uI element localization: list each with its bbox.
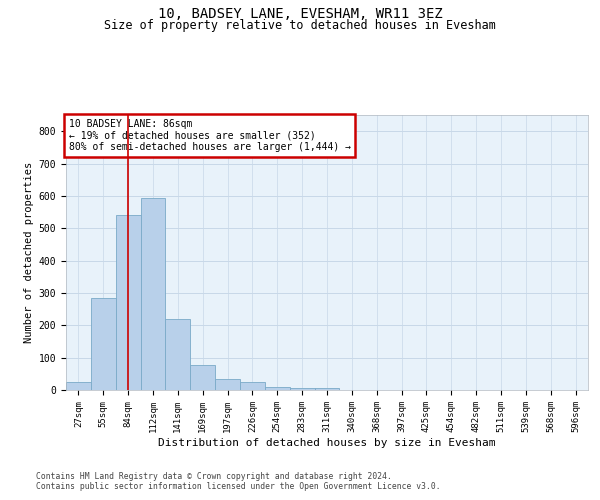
Text: Size of property relative to detached houses in Evesham: Size of property relative to detached ho… bbox=[104, 19, 496, 32]
Y-axis label: Number of detached properties: Number of detached properties bbox=[25, 162, 34, 343]
Bar bbox=[140, 198, 166, 390]
Bar bbox=[240, 382, 265, 390]
Text: Contains HM Land Registry data © Crown copyright and database right 2024.: Contains HM Land Registry data © Crown c… bbox=[36, 472, 392, 481]
Bar bbox=[66, 382, 91, 390]
Bar bbox=[290, 388, 314, 390]
Bar bbox=[116, 216, 140, 390]
Bar bbox=[314, 388, 340, 390]
Text: Contains public sector information licensed under the Open Government Licence v3: Contains public sector information licen… bbox=[36, 482, 440, 491]
Bar bbox=[265, 387, 290, 390]
X-axis label: Distribution of detached houses by size in Evesham: Distribution of detached houses by size … bbox=[158, 438, 496, 448]
Text: 10 BADSEY LANE: 86sqm
← 19% of detached houses are smaller (352)
80% of semi-det: 10 BADSEY LANE: 86sqm ← 19% of detached … bbox=[68, 119, 350, 152]
Text: 10, BADSEY LANE, EVESHAM, WR11 3EZ: 10, BADSEY LANE, EVESHAM, WR11 3EZ bbox=[158, 8, 442, 22]
Bar bbox=[190, 365, 215, 390]
Bar bbox=[91, 298, 116, 390]
Bar bbox=[166, 319, 190, 390]
Bar bbox=[215, 378, 240, 390]
